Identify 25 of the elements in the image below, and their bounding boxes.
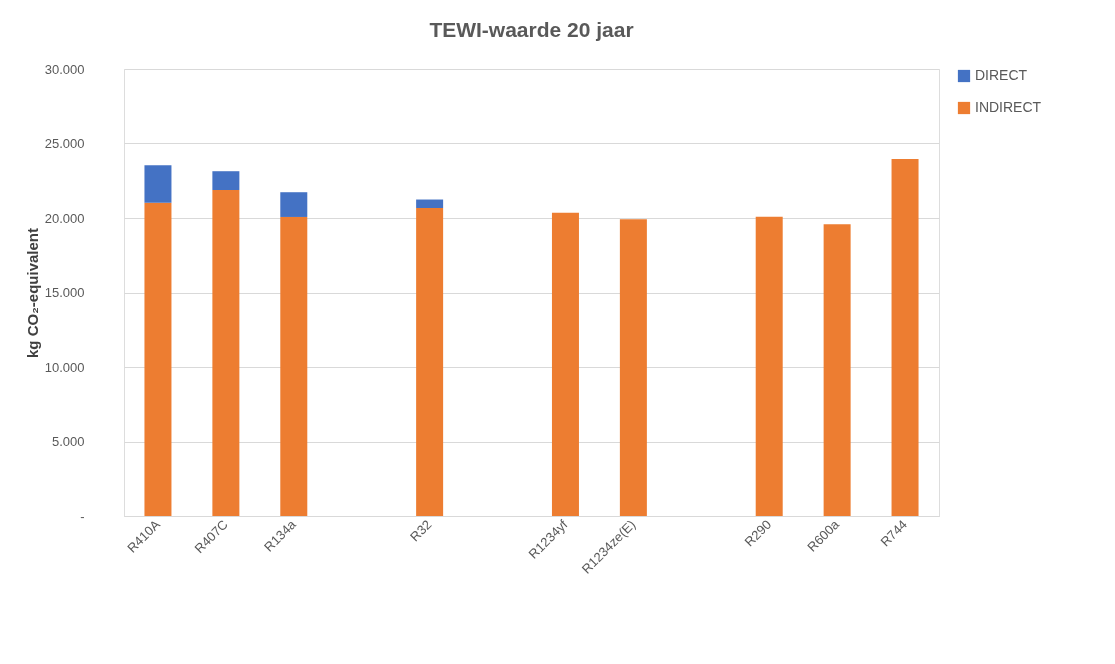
y-tick-label: 20.000 xyxy=(44,210,85,226)
bar xyxy=(144,202,172,516)
y-tick-label: 30.000 xyxy=(44,61,85,77)
bar xyxy=(144,165,172,203)
bar xyxy=(416,199,444,209)
bar xyxy=(416,208,444,516)
bar xyxy=(212,171,240,190)
legend-label: INDIRECT xyxy=(975,99,1042,115)
bar xyxy=(755,216,783,516)
x-tick-label: R32 xyxy=(407,516,435,545)
y-tick-label: - xyxy=(80,508,85,524)
bar xyxy=(823,224,851,516)
bar xyxy=(212,189,240,516)
bar xyxy=(891,159,919,516)
legend-label: DIRECT xyxy=(975,67,1028,83)
bar xyxy=(619,219,647,516)
y-tick-label: 10.000 xyxy=(44,359,85,375)
bar xyxy=(280,192,308,217)
y-tick-label: 5.000 xyxy=(51,434,85,449)
y-tick-label: 25.000 xyxy=(44,136,85,151)
bar xyxy=(551,212,579,516)
chart-title: TEWI-waarde 20 jaar xyxy=(429,18,634,41)
y-tick-label: 15.000 xyxy=(44,285,85,300)
bar xyxy=(280,216,308,516)
y-axis-title: kg CO₂-equivalent xyxy=(23,227,41,359)
